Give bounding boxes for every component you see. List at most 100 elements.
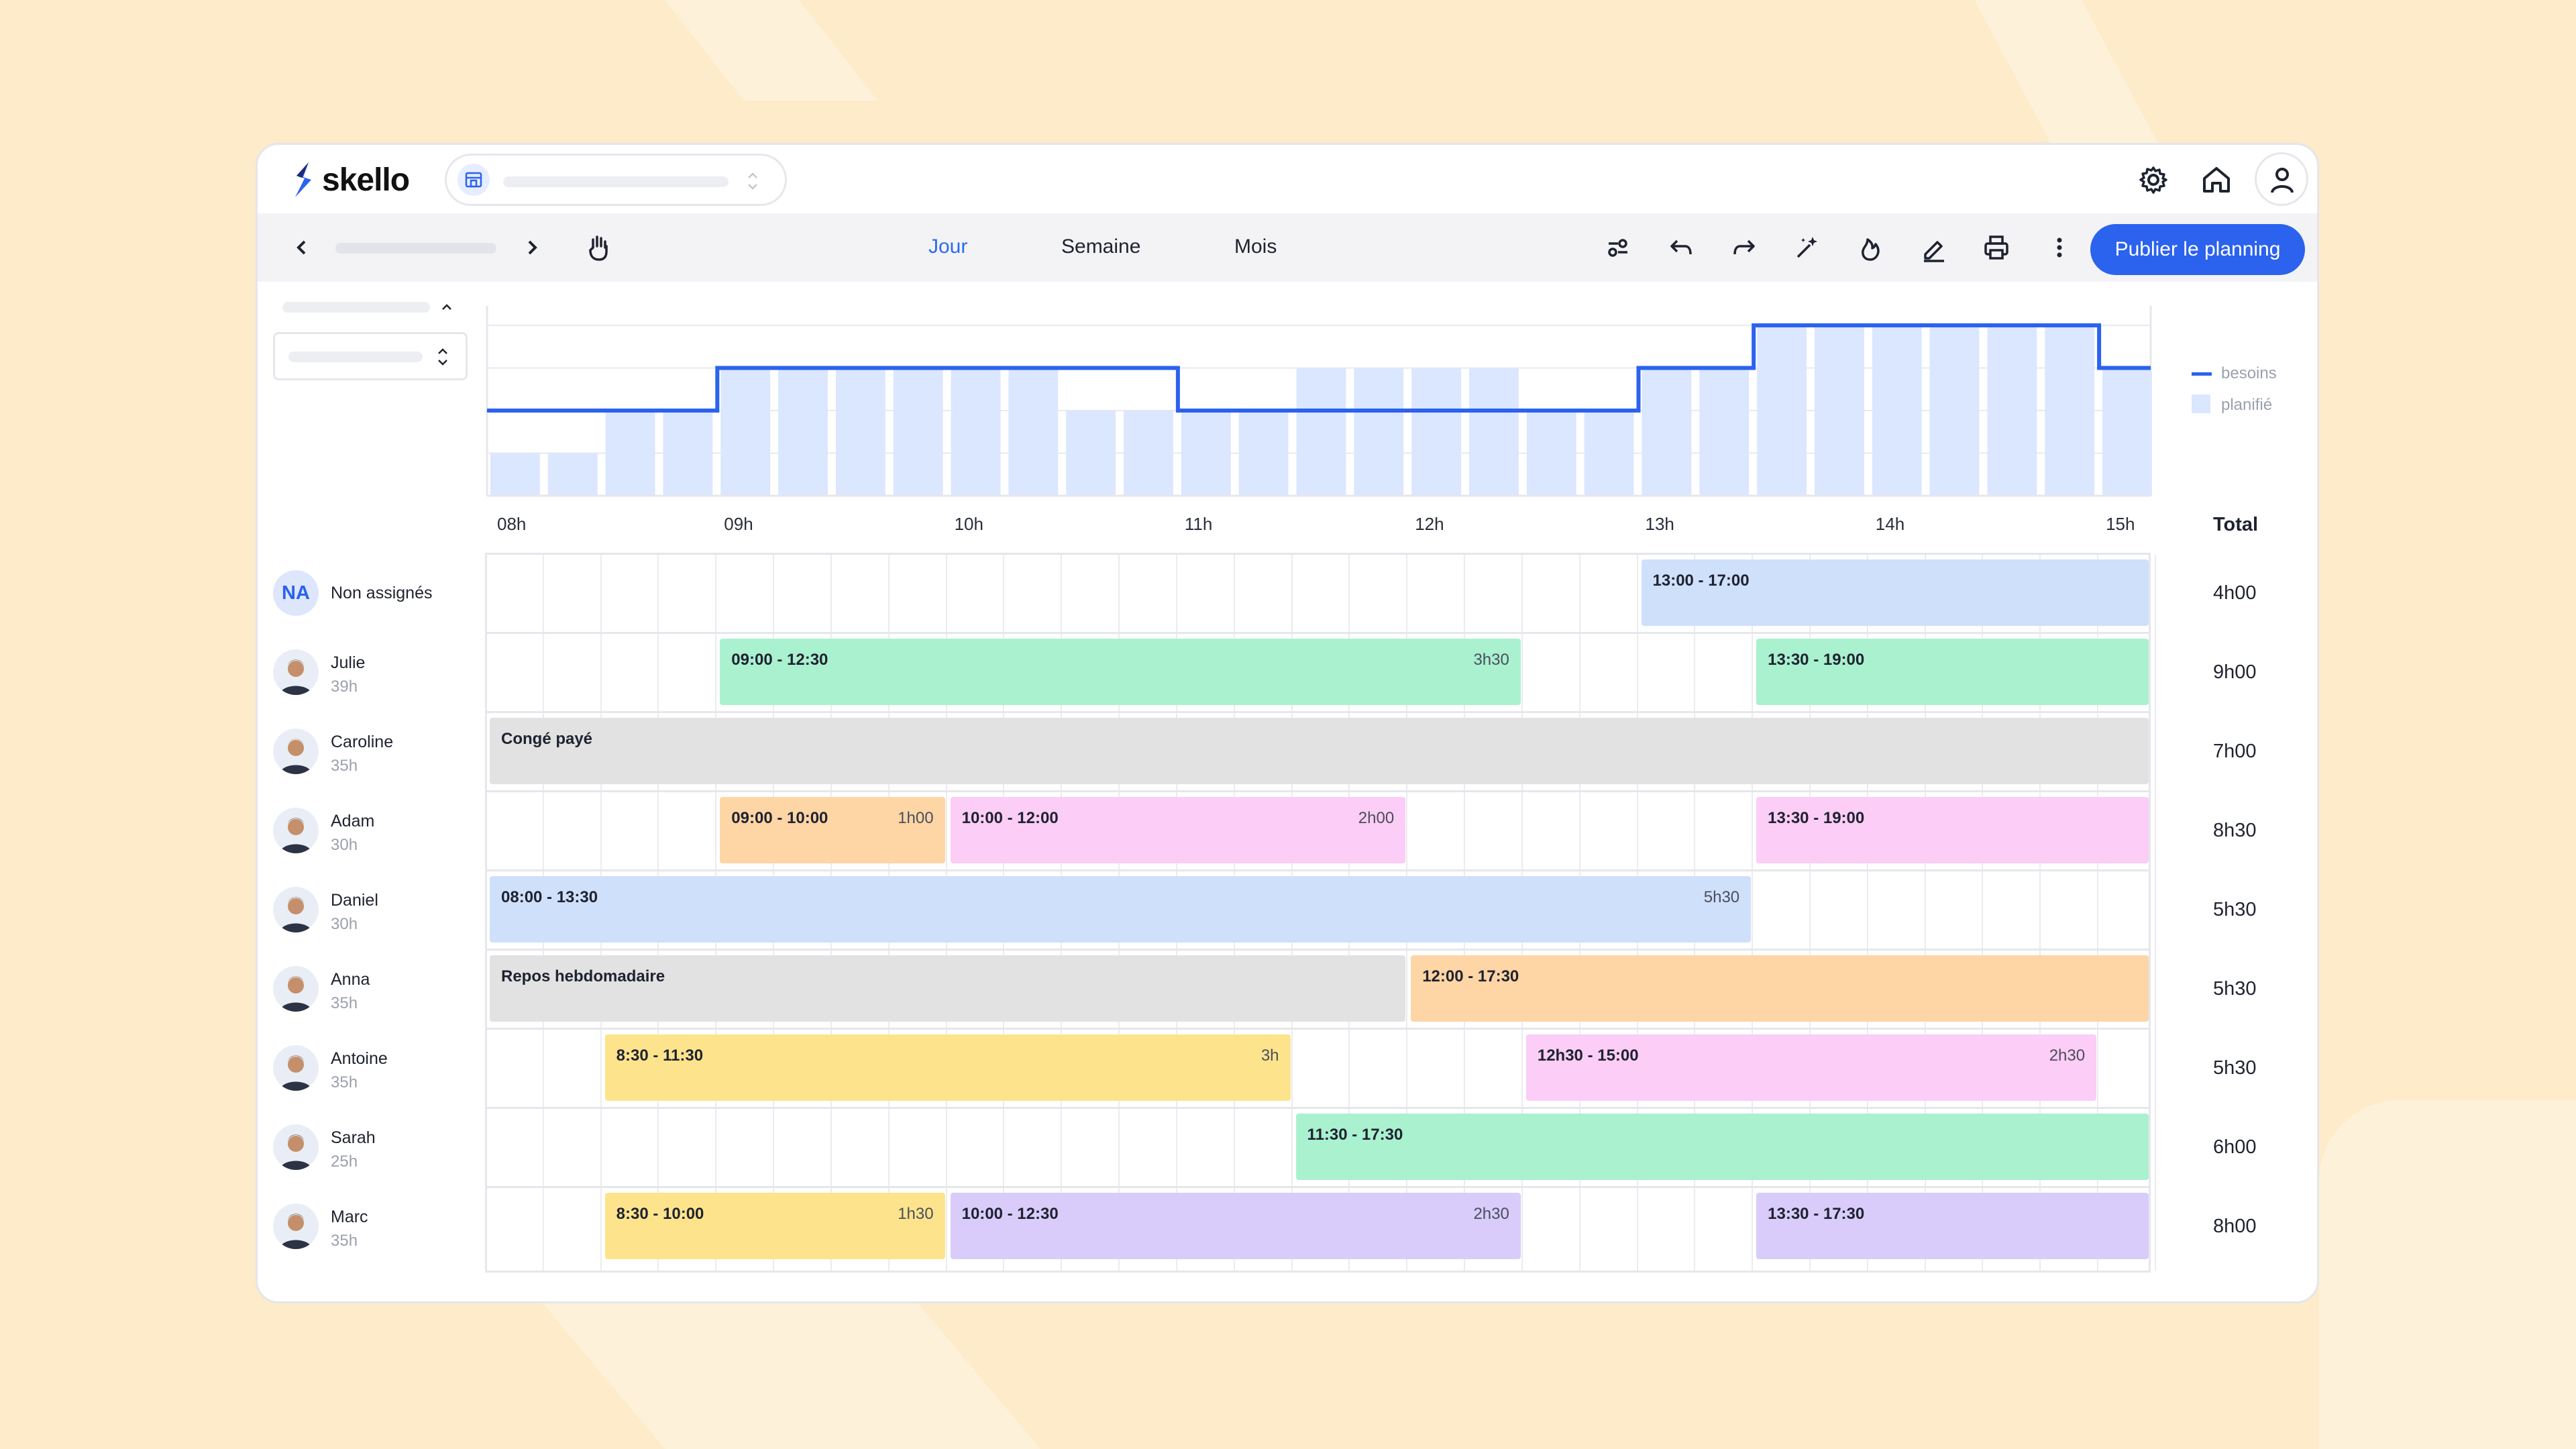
employee-contract-hours: 30h [331,915,358,933]
employee-contract-hours: 35h [331,994,358,1012]
tab-semaine[interactable]: Semaine [1061,235,1141,258]
grid-quarter-line [1752,555,1754,1271]
legend-planifie-label: planifié [2221,396,2273,414]
shift-time-label: 13:30 - 17:30 [1768,1205,1865,1223]
chart-bar-planifie [835,368,885,496]
filter-title-placeholder [282,302,430,313]
chart-bar-planifie [1354,368,1404,496]
shift-block[interactable]: 12h30 - 15:00 2h30 [1525,1034,2097,1101]
chart-bar-planifie [1296,368,1346,496]
shift-time-label: Congé payé [501,730,593,748]
shift-block[interactable]: 13:30 - 19:00 [1756,639,2149,705]
row-separator [485,790,2151,792]
shift-block[interactable]: 09:00 - 12:30 3h30 [720,639,1521,705]
top-bar: skello [258,145,2317,213]
undo-icon[interactable] [1664,230,1699,265]
shift-duration: 5h30 [1703,888,1740,906]
employee-name: Julie [331,653,366,672]
background-shape [665,0,878,101]
magic-wand-icon[interactable] [1790,230,1825,265]
employee-cell[interactable]: Antoine 35h [273,1045,474,1096]
chart-bar-planifie [1411,368,1462,496]
avatar [273,1203,319,1249]
chart-bar-planifie [547,453,598,496]
employee-cell[interactable]: Marc 35h [273,1203,474,1254]
background-shape [2319,1100,2576,1449]
shift-block[interactable]: 10:00 - 12:00 2h00 [950,797,1406,863]
logo[interactable]: skello [291,160,410,200]
employee-cell[interactable]: Sarah 25h [273,1124,474,1175]
date-range-placeholder [335,243,496,254]
legend-besoins-swatch [2192,372,2212,376]
shift-block[interactable]: 8:30 - 10:00 1h30 [604,1193,945,1259]
row-separator [485,949,2151,951]
chevron-up-down-icon [748,172,757,190]
employee-cell[interactable]: Adam 30h [273,808,474,859]
shift-time-label: 8:30 - 11:30 [616,1046,704,1065]
redo-icon[interactable] [1727,230,1762,265]
home-icon[interactable] [2198,161,2235,199]
chart-bar-planifie [1872,325,1922,496]
shift-time-label: 08:00 - 13:30 [501,888,598,906]
employee-contract-hours: 39h [331,678,358,696]
chevron-up-icon[interactable] [439,299,455,315]
hand-icon[interactable] [581,230,616,265]
chart-bar-planifie [1987,325,2037,496]
employee-name: Daniel [331,891,378,910]
tab-jour[interactable]: Jour [928,235,968,258]
employee-total-hours: 5h30 [2213,899,2257,920]
employee-name: Sarah [331,1128,376,1147]
employee-cell[interactable]: Julie 39h [273,649,474,700]
avatar [273,729,319,774]
legend-besoins-label: besoins [2221,364,2277,382]
shift-block[interactable]: 13:30 - 19:00 [1756,797,2149,863]
filter-select[interactable] [273,332,468,380]
store-name-placeholder [503,176,729,187]
row-separator [485,632,2151,634]
flame-icon[interactable] [1853,230,1888,265]
shift-block[interactable]: 09:00 - 10:00 1h00 [720,797,945,863]
shift-block[interactable]: 13:00 - 17:00 [1641,559,2149,626]
shift-block[interactable]: 11:30 - 17:30 [1295,1114,2149,1180]
grid-quarter-line [2154,555,2156,1271]
shift-time-label: 11:30 - 17:30 [1307,1126,1403,1144]
chart-line-besoins [487,323,2151,413]
grid-quarter-line [1982,555,1984,1271]
employee-cell[interactable]: Caroline 35h [273,729,474,780]
store-selector[interactable] [445,154,787,206]
shift-duration: 2h30 [2049,1046,2086,1065]
user-account-button[interactable] [2255,152,2308,206]
employee-total-hours: 7h00 [2213,741,2257,762]
chart-bar-planifie [1699,368,1750,496]
shift-duration: 1h00 [898,809,934,827]
user-icon [2271,168,2294,193]
edit-pen-icon[interactable] [1916,230,1951,265]
settings-gear-icon[interactable] [2135,161,2172,199]
shift-block[interactable]: 13:30 - 17:30 [1756,1193,2149,1259]
employee-name: Adam [331,812,375,830]
publish-planning-button[interactable]: Publier le planning [2090,224,2305,275]
print-icon[interactable] [1979,230,2014,265]
employee-name: Anna [331,970,370,989]
shift-time-label: 10:00 - 12:00 [961,809,1059,827]
shift-block[interactable]: 12:00 - 17:30 [1411,955,2149,1022]
employee-cell[interactable]: NA Non assignés [273,570,474,621]
employee-cell[interactable]: Daniel 30h [273,887,474,938]
shift-block[interactable]: 8:30 - 11:30 3h [604,1034,1291,1101]
chevron-right-icon[interactable] [515,230,549,265]
hour-tick-label: 09h [724,514,753,534]
avatar: NA [273,570,319,616]
shift-block[interactable]: 08:00 - 13:30 5h30 [490,876,1752,943]
tab-mois[interactable]: Mois [1234,235,1277,258]
employee-cell[interactable]: Anna 35h [273,966,474,1017]
shift-time-label: 09:00 - 10:00 [731,809,828,827]
more-vertical-icon[interactable] [2042,230,2077,265]
absence-block[interactable]: Congé payé [490,718,2149,784]
shift-time-label: 8:30 - 10:00 [616,1205,704,1223]
absence-block[interactable]: Repos hebdomadaire [490,955,1406,1022]
shift-block[interactable]: 10:00 - 12:30 2h30 [950,1193,1521,1259]
filter-sliders-icon[interactable] [1601,230,1635,265]
shift-time-label: Repos hebdomadaire [501,967,665,985]
chevron-left-icon[interactable] [284,230,319,265]
shift-time-label: 10:00 - 12:30 [961,1205,1059,1223]
